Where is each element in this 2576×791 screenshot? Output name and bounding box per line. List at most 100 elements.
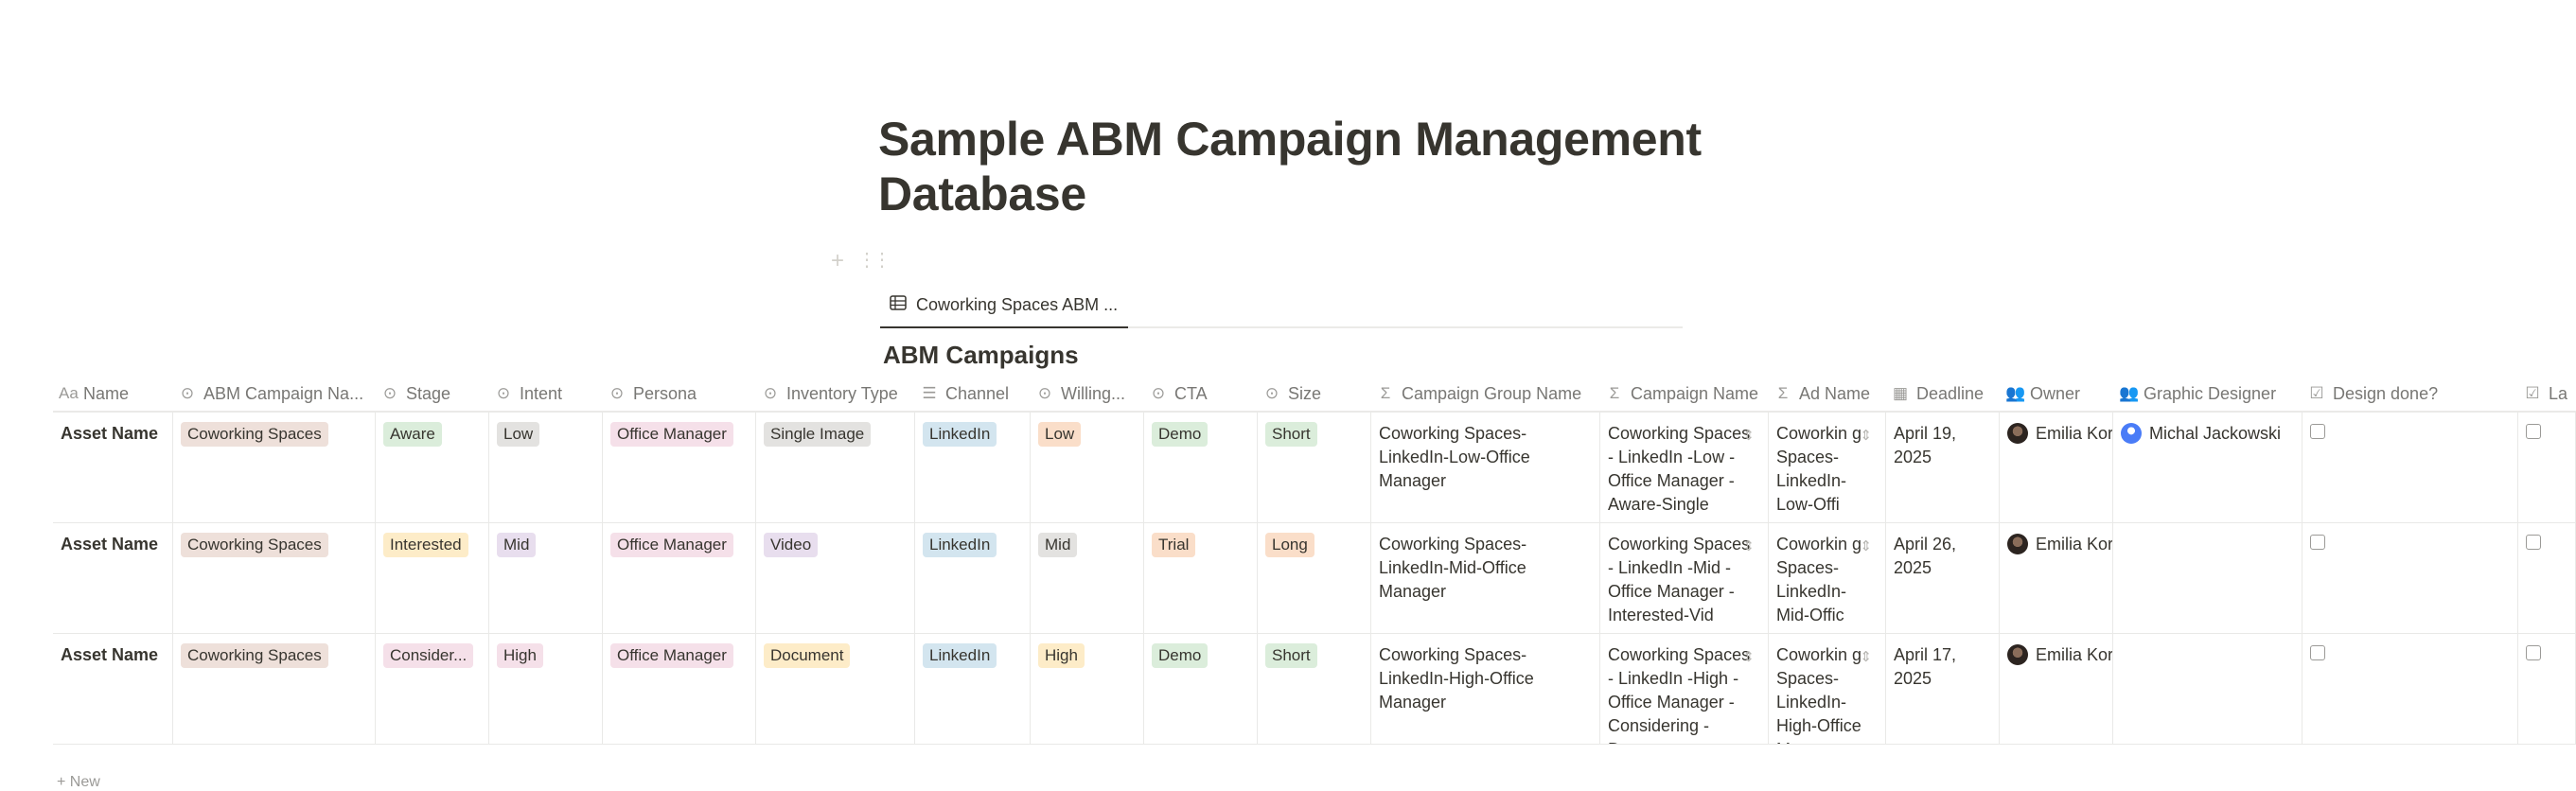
cell-campaign-group-name[interactable]: Coworking Spaces-LinkedIn-High-Office Ma… — [1371, 634, 1600, 744]
cell-persona[interactable]: Office Manager — [603, 523, 756, 633]
column-header-7[interactable]: ⊙ Willing... — [1031, 377, 1144, 412]
cell-design-done[interactable] — [2303, 523, 2518, 633]
cell-channel[interactable]: LinkedIn — [915, 413, 1031, 522]
cell-inventory-type[interactable]: Single Image — [756, 413, 915, 522]
cell-intent[interactable]: High — [489, 634, 603, 744]
cell-owner[interactable]: Emilia Kor — [2000, 634, 2113, 744]
cell-deadline[interactable]: April 19, 2025 — [1886, 413, 2000, 522]
column-header-label: Ad Name — [1799, 383, 1871, 403]
cell-name[interactable]: Asset Name — [53, 523, 173, 633]
cell-size[interactable]: Long — [1258, 523, 1371, 633]
cell-graphic-designer[interactable] — [2113, 634, 2303, 744]
column-header-14[interactable]: 👥 Owner — [2000, 377, 2113, 412]
expand-icon[interactable]: ⇕ — [1742, 538, 1755, 554]
cell-campaign-name[interactable]: Coworking Spaces - LinkedIn -Mid - Offic… — [1600, 523, 1769, 633]
column-header-1[interactable]: ⊙ ABM Campaign Na... — [173, 377, 376, 412]
cell-design-done[interactable] — [2303, 413, 2518, 522]
multi-select-icon: ☰ — [922, 384, 937, 402]
campaign-name-text: Coworking Spaces - LinkedIn -Low - Offic… — [1608, 424, 1751, 514]
cell-channel[interactable]: LinkedIn — [915, 523, 1031, 633]
cell-abm-campaign[interactable]: Coworking Spaces — [173, 413, 376, 522]
table-row[interactable]: Asset Name Coworking Spaces Aware Low Office… — [53, 413, 2576, 523]
cell-inventory-type[interactable]: Document — [756, 634, 915, 744]
select-icon: ⊙ — [382, 384, 397, 402]
cell-inventory-type[interactable]: Video — [756, 523, 915, 633]
checkbox-icon[interactable] — [2310, 645, 2325, 660]
expand-icon[interactable]: ⇕ — [1742, 428, 1755, 444]
cell-owner[interactable]: Emilia Kor — [2000, 523, 2113, 633]
column-header-15[interactable]: 👥 Graphic Designer — [2113, 377, 2303, 412]
view-tab-label: Coworking Spaces ABM ... — [916, 294, 1119, 314]
cell-ad-name[interactable]: Coworkin g Spaces-LinkedIn-Low-Offi ⇕ — [1769, 413, 1886, 522]
cell-cta[interactable]: Trial — [1144, 523, 1258, 633]
database-title[interactable]: ABM Campaigns — [883, 341, 1079, 369]
add-block-icon[interactable]: + — [831, 248, 845, 273]
cell-campaign-name[interactable]: Coworking Spaces - LinkedIn -High - Offi… — [1600, 634, 1769, 744]
expand-icon[interactable]: ⇕ — [1742, 649, 1755, 665]
column-header-10[interactable]: Σ Campaign Group Name — [1371, 377, 1600, 412]
cell-persona[interactable]: Office Manager — [603, 413, 756, 522]
cta-tag: Trial — [1152, 533, 1196, 557]
cell-campaign-group-name[interactable]: Coworking Spaces-LinkedIn-Mid-Office Man… — [1371, 523, 1600, 633]
cell-design-done[interactable] — [2303, 634, 2518, 744]
checkbox-icon[interactable] — [2526, 645, 2541, 660]
column-header-17[interactable]: ☑ La — [2518, 377, 2576, 412]
cell-owner[interactable]: Emilia Kor — [2000, 413, 2113, 522]
cell-channel[interactable]: LinkedIn — [915, 634, 1031, 744]
cell-stage[interactable]: Aware — [376, 413, 489, 522]
cell-ad-name[interactable]: Coworkin g Spaces-LinkedIn-Mid-Offic ⇕ — [1769, 523, 1886, 633]
cell-deadline[interactable]: April 26, 2025 — [1886, 523, 2000, 633]
view-tab-table[interactable]: Coworking Spaces ABM ... — [890, 289, 1118, 321]
column-header-2[interactable]: ⊙ Stage — [376, 377, 489, 412]
checkbox-icon[interactable] — [2310, 424, 2325, 439]
column-header-9[interactable]: ⊙ Size — [1258, 377, 1371, 412]
cell-name[interactable]: Asset Name — [53, 413, 173, 522]
column-header-3[interactable]: ⊙ Intent — [489, 377, 603, 412]
cell-campaign-group-name[interactable]: Coworking Spaces-LinkedIn-Low-Office Man… — [1371, 413, 1600, 522]
cell-abm-campaign[interactable]: Coworking Spaces — [173, 634, 376, 744]
cell-la[interactable] — [2518, 523, 2576, 633]
cell-intent[interactable]: Mid — [489, 523, 603, 633]
column-header-0[interactable]: Aa Name — [53, 377, 173, 412]
column-header-5[interactable]: ⊙ Inventory Type — [756, 377, 915, 412]
table-row[interactable]: Asset Name Coworking Spaces Consider... Hig… — [53, 634, 2576, 745]
column-header-8[interactable]: ⊙ CTA — [1144, 377, 1258, 412]
cell-cta[interactable]: Demo — [1144, 634, 1258, 744]
column-header-12[interactable]: Σ Ad Name — [1769, 377, 1886, 412]
expand-icon[interactable]: ⇕ — [1860, 428, 1872, 444]
cell-persona[interactable]: Office Manager — [603, 634, 756, 744]
cell-size[interactable]: Short — [1258, 413, 1371, 522]
column-header-16[interactable]: ☑ Design done? — [2303, 377, 2518, 412]
cell-abm-campaign[interactable]: Coworking Spaces — [173, 523, 376, 633]
cell-ad-name[interactable]: Coworkin g Spaces-LinkedIn-High-Office M… — [1769, 634, 1886, 744]
cell-willingness[interactable]: Mid — [1031, 523, 1144, 633]
column-header-13[interactable]: ▦ Deadline — [1886, 377, 2000, 412]
avatar — [2007, 423, 2028, 444]
cell-name[interactable]: Asset Name — [53, 634, 173, 744]
expand-icon[interactable]: ⇕ — [1860, 649, 1872, 665]
checkbox-icon[interactable] — [2526, 535, 2541, 550]
column-header-4[interactable]: ⊙ Persona — [603, 377, 756, 412]
column-header-6[interactable]: ☰ Channel — [915, 377, 1031, 412]
expand-icon[interactable]: ⇕ — [1860, 538, 1872, 554]
cell-graphic-designer[interactable]: Michal Jackowski — [2113, 413, 2303, 522]
new-row-button[interactable]: + New — [57, 774, 100, 790]
cell-deadline[interactable]: April 17, 2025 — [1886, 634, 2000, 744]
table-row[interactable]: Asset Name Coworking Spaces Interested Mid O… — [53, 523, 2576, 634]
cell-stage[interactable]: Interested — [376, 523, 489, 633]
cell-cta[interactable]: Demo — [1144, 413, 1258, 522]
cell-graphic-designer[interactable] — [2113, 523, 2303, 633]
cell-intent[interactable]: Low — [489, 413, 603, 522]
drag-handle-icon[interactable]: ⋮⋮ — [857, 250, 891, 271]
column-header-11[interactable]: Σ Campaign Name — [1600, 377, 1769, 412]
cell-la[interactable] — [2518, 634, 2576, 744]
cell-campaign-name[interactable]: Coworking Spaces - LinkedIn -Low - Offic… — [1600, 413, 1769, 522]
cell-stage[interactable]: Consider... — [376, 634, 489, 744]
cell-size[interactable]: Short — [1258, 634, 1371, 744]
checkbox-icon[interactable] — [2526, 424, 2541, 439]
campaign-group-name-text: Coworking Spaces-LinkedIn-Mid-Office Man… — [1379, 535, 1527, 601]
cell-willingness[interactable]: Low — [1031, 413, 1144, 522]
checkbox-icon[interactable] — [2310, 535, 2325, 550]
cell-la[interactable] — [2518, 413, 2576, 522]
cell-willingness[interactable]: High — [1031, 634, 1144, 744]
